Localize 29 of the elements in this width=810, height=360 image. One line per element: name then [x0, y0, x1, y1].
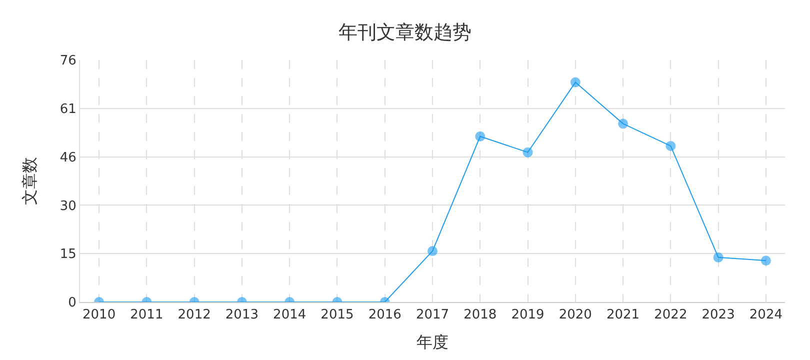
x-tick-label: 2023 — [702, 308, 735, 323]
x-tick-label: 2016 — [368, 308, 402, 323]
y-tick-label: 30 — [60, 198, 76, 214]
y-axis-title: 文章数 — [20, 157, 39, 205]
point — [618, 118, 628, 129]
y-tick-label: 46 — [60, 150, 76, 166]
point — [522, 147, 533, 158]
x-tick-label: 2022 — [654, 308, 688, 323]
x-tick-label: 2013 — [225, 308, 259, 323]
x-tick-label: 2018 — [464, 308, 497, 323]
x-tick-label: 2015 — [320, 308, 354, 323]
x-tick-label: 2024 — [749, 308, 782, 323]
point — [570, 77, 580, 88]
x-axis-title: 年度 — [416, 332, 448, 352]
x-tick-label: 2010 — [82, 308, 116, 323]
y-tick-label: 76 — [60, 54, 76, 69]
x-tick-label: 2021 — [606, 308, 640, 323]
y-tick-label: 61 — [60, 102, 76, 117]
y-tick-label: 15 — [60, 247, 76, 262]
chart-title: 年刊文章数趋势 — [338, 22, 472, 44]
x-tick-label: 2011 — [130, 308, 164, 323]
x-tick-label: 2019 — [511, 308, 544, 323]
y-tick-label: 0 — [68, 296, 76, 311]
point — [475, 131, 486, 142]
x-tick-label: 2012 — [178, 308, 211, 323]
x-tick-label: 2020 — [558, 308, 592, 323]
point — [666, 140, 676, 151]
x-tick-label: 2014 — [273, 308, 306, 323]
x-tick-label: 2017 — [416, 308, 450, 323]
